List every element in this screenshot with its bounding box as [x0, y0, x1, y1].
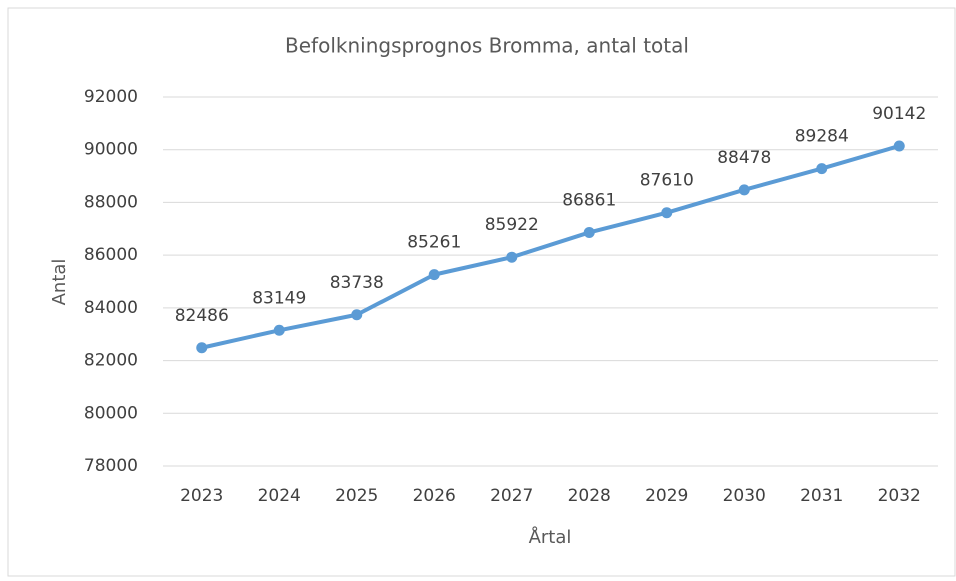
x-tick-label: 2030 — [723, 486, 766, 506]
x-tick-label: 2024 — [258, 486, 301, 506]
y-tick-label: 84000 — [84, 298, 138, 318]
data-label: 85261 — [407, 233, 461, 253]
data-label: 86861 — [562, 190, 616, 210]
x-tick-label: 2031 — [800, 486, 843, 506]
x-tick-label: 2032 — [878, 486, 921, 506]
data-label: 85922 — [485, 215, 539, 235]
y-tick-label: 78000 — [84, 456, 138, 476]
marker — [506, 251, 518, 263]
y-tick-label: 92000 — [84, 87, 138, 107]
data-label: 89284 — [795, 127, 849, 147]
x-tick-label: 2023 — [180, 486, 223, 506]
marker — [196, 342, 208, 354]
marker — [661, 207, 673, 219]
x-tick-label: 2029 — [645, 486, 688, 506]
y-tick-label: 80000 — [84, 403, 138, 423]
y-tick-label: 88000 — [84, 192, 138, 212]
marker — [816, 163, 828, 175]
chart-title: Befolkningsprognos Bromma, antal total — [285, 34, 689, 58]
x-axis-label: Årtal — [529, 526, 572, 548]
y-axis-label: Antal — [49, 259, 70, 306]
x-tick-label: 2026 — [413, 486, 456, 506]
marker — [351, 309, 363, 321]
data-label: 83149 — [252, 288, 306, 308]
marker — [893, 140, 905, 152]
marker — [428, 269, 440, 281]
chart-border — [7, 7, 956, 577]
x-tick-label: 2025 — [335, 486, 378, 506]
y-tick-label: 86000 — [84, 245, 138, 265]
y-tick-label: 90000 — [84, 140, 138, 160]
data-label: 83738 — [330, 273, 384, 293]
marker — [583, 226, 595, 238]
x-tick-label: 2028 — [568, 486, 611, 506]
data-label: 88478 — [717, 148, 771, 168]
data-label: 82486 — [175, 306, 229, 326]
marker — [273, 324, 285, 336]
x-tick-label: 2027 — [490, 486, 533, 506]
line — [201, 144, 900, 350]
y-tick-label: 82000 — [84, 351, 138, 371]
marker — [738, 184, 750, 196]
data-label: 90142 — [872, 104, 926, 124]
data-label: 87610 — [640, 171, 694, 191]
